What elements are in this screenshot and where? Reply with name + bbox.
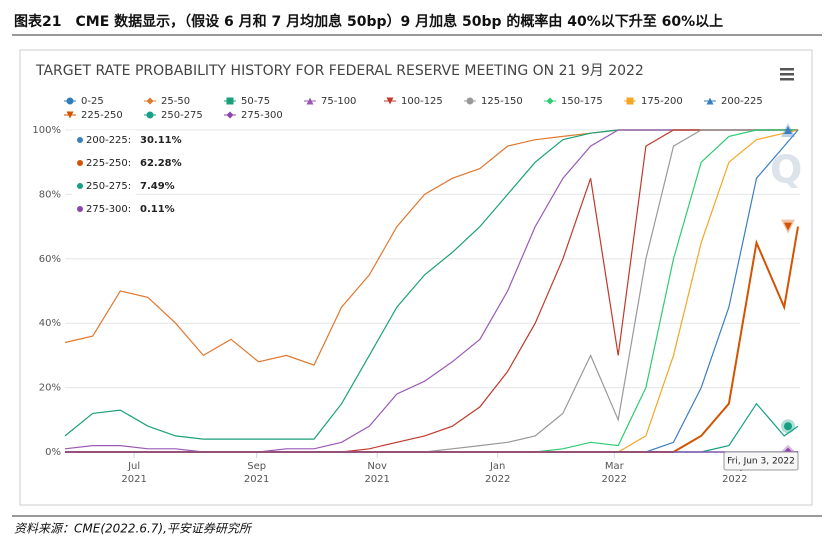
x-tick-label-part: 2022 <box>485 474 510 485</box>
chart-title: TARGET RATE PROBABILITY HISTORY FOR FEDE… <box>35 63 644 79</box>
date-tooltip <box>723 451 799 471</box>
legend-item[interactable]: 75-100 <box>304 96 356 107</box>
date-tooltip-label: Fri, Jun 3, 2022 <box>727 457 795 467</box>
legend-label: 200-225 <box>721 96 763 107</box>
y-tick-label: 0% <box>45 447 61 458</box>
legend-item[interactable]: 200-225 <box>704 96 763 107</box>
x-tick-label: Jul 2021 <box>121 461 146 485</box>
tooltip-label: 200-225: <box>86 135 131 146</box>
x-tick-label-part: 2021 <box>364 474 389 485</box>
y-tick-label: 60% <box>39 254 61 265</box>
tooltip-value: 30.11% <box>140 135 182 146</box>
y-tick-label: 80% <box>39 189 61 200</box>
legend-item[interactable]: 100-125 <box>384 96 443 107</box>
x-tick-label: Nov 2021 <box>364 461 389 485</box>
legend-marker <box>386 97 394 105</box>
legend-item[interactable]: 250-275 <box>144 110 203 121</box>
legend-item[interactable]: 150-175 <box>544 96 603 107</box>
legend-label: 25-50 <box>161 96 190 107</box>
legend-label: 150-175 <box>561 96 603 107</box>
x-tick-label-part: 2021 <box>244 474 269 485</box>
y-tick-label: 100% <box>32 125 61 136</box>
x-tick-label-part: Jul <box>127 461 140 472</box>
y-tick-label: 40% <box>39 318 61 329</box>
legend-marker <box>226 111 234 119</box>
legend-marker <box>466 97 474 105</box>
legend-item[interactable]: 25-50 <box>144 96 190 107</box>
legend-marker <box>306 97 314 105</box>
legend-label: 100-125 <box>401 96 443 107</box>
x-tick-label: Jan 2022 <box>485 461 510 485</box>
header-title: 图表21 CME 数据显示，（假设 6 月和 7 月均加息 50bp）9 月加息… <box>14 13 723 30</box>
menu-icon[interactable] <box>780 68 794 81</box>
x-tick-label: Mar 2022 <box>602 461 627 485</box>
x-tick-label-part: 2022 <box>602 474 627 485</box>
end-marker <box>784 126 793 134</box>
legend-item[interactable]: 50-75 <box>224 96 270 107</box>
legend-marker <box>66 111 74 119</box>
legend-marker <box>626 97 634 105</box>
legend-label: 250-275 <box>161 110 203 121</box>
x-tick-label-part: Sep <box>247 461 266 472</box>
legend-label: 50-75 <box>241 96 270 107</box>
x-tick-label-part: Jan <box>489 461 505 472</box>
legend-item[interactable]: 275-300 <box>224 110 283 121</box>
end-marker <box>784 222 793 231</box>
legend-item[interactable]: 175-200 <box>624 96 683 107</box>
x-tick-label-part: Mar <box>605 461 625 472</box>
legend-marker <box>66 97 74 105</box>
legend-marker <box>146 97 154 105</box>
legend-label: 225-250 <box>81 110 123 121</box>
legend-item[interactable]: 125-150 <box>464 96 523 107</box>
legend-marker <box>706 97 714 105</box>
legend-marker <box>546 97 554 105</box>
legend-label: 175-200 <box>641 96 683 107</box>
tooltip-label: 250-275: <box>86 181 131 192</box>
tooltip-dot <box>77 137 83 143</box>
end-marker <box>784 422 793 431</box>
x-tick-label-part: 2022 <box>722 474 747 485</box>
tooltip-dot <box>77 183 83 189</box>
tooltip-label: 275-300: <box>86 204 131 215</box>
legend-label: 125-150 <box>481 96 523 107</box>
tooltip-dot <box>77 160 83 166</box>
legend-label: 0-25 <box>81 96 104 107</box>
footer-source: 资料来源：CME(2022.6.7),平安证券研究所 <box>14 522 253 536</box>
x-tick-label: Sep 2021 <box>244 461 269 485</box>
tooltip-label: 225-250: <box>86 158 131 169</box>
legend-item[interactable]: 225-250 <box>64 110 123 121</box>
tooltip-dot <box>77 206 83 212</box>
legend-item[interactable]: 0-25 <box>64 96 104 107</box>
legend-label: 75-100 <box>321 96 356 107</box>
tooltip-value: 7.49% <box>140 181 175 192</box>
x-tick-label-part: Nov <box>367 461 387 472</box>
y-tick-label: 20% <box>39 383 61 394</box>
legend-label: 275-300 <box>241 110 283 121</box>
watermark: Q <box>770 148 802 192</box>
legend-marker <box>226 97 234 105</box>
legend-marker <box>146 111 154 119</box>
tooltip-value: 62.28% <box>140 158 182 169</box>
x-tick-label-part: 2021 <box>121 474 146 485</box>
tooltip-value: 0.11% <box>140 204 175 215</box>
tooltip-box <box>72 130 136 220</box>
